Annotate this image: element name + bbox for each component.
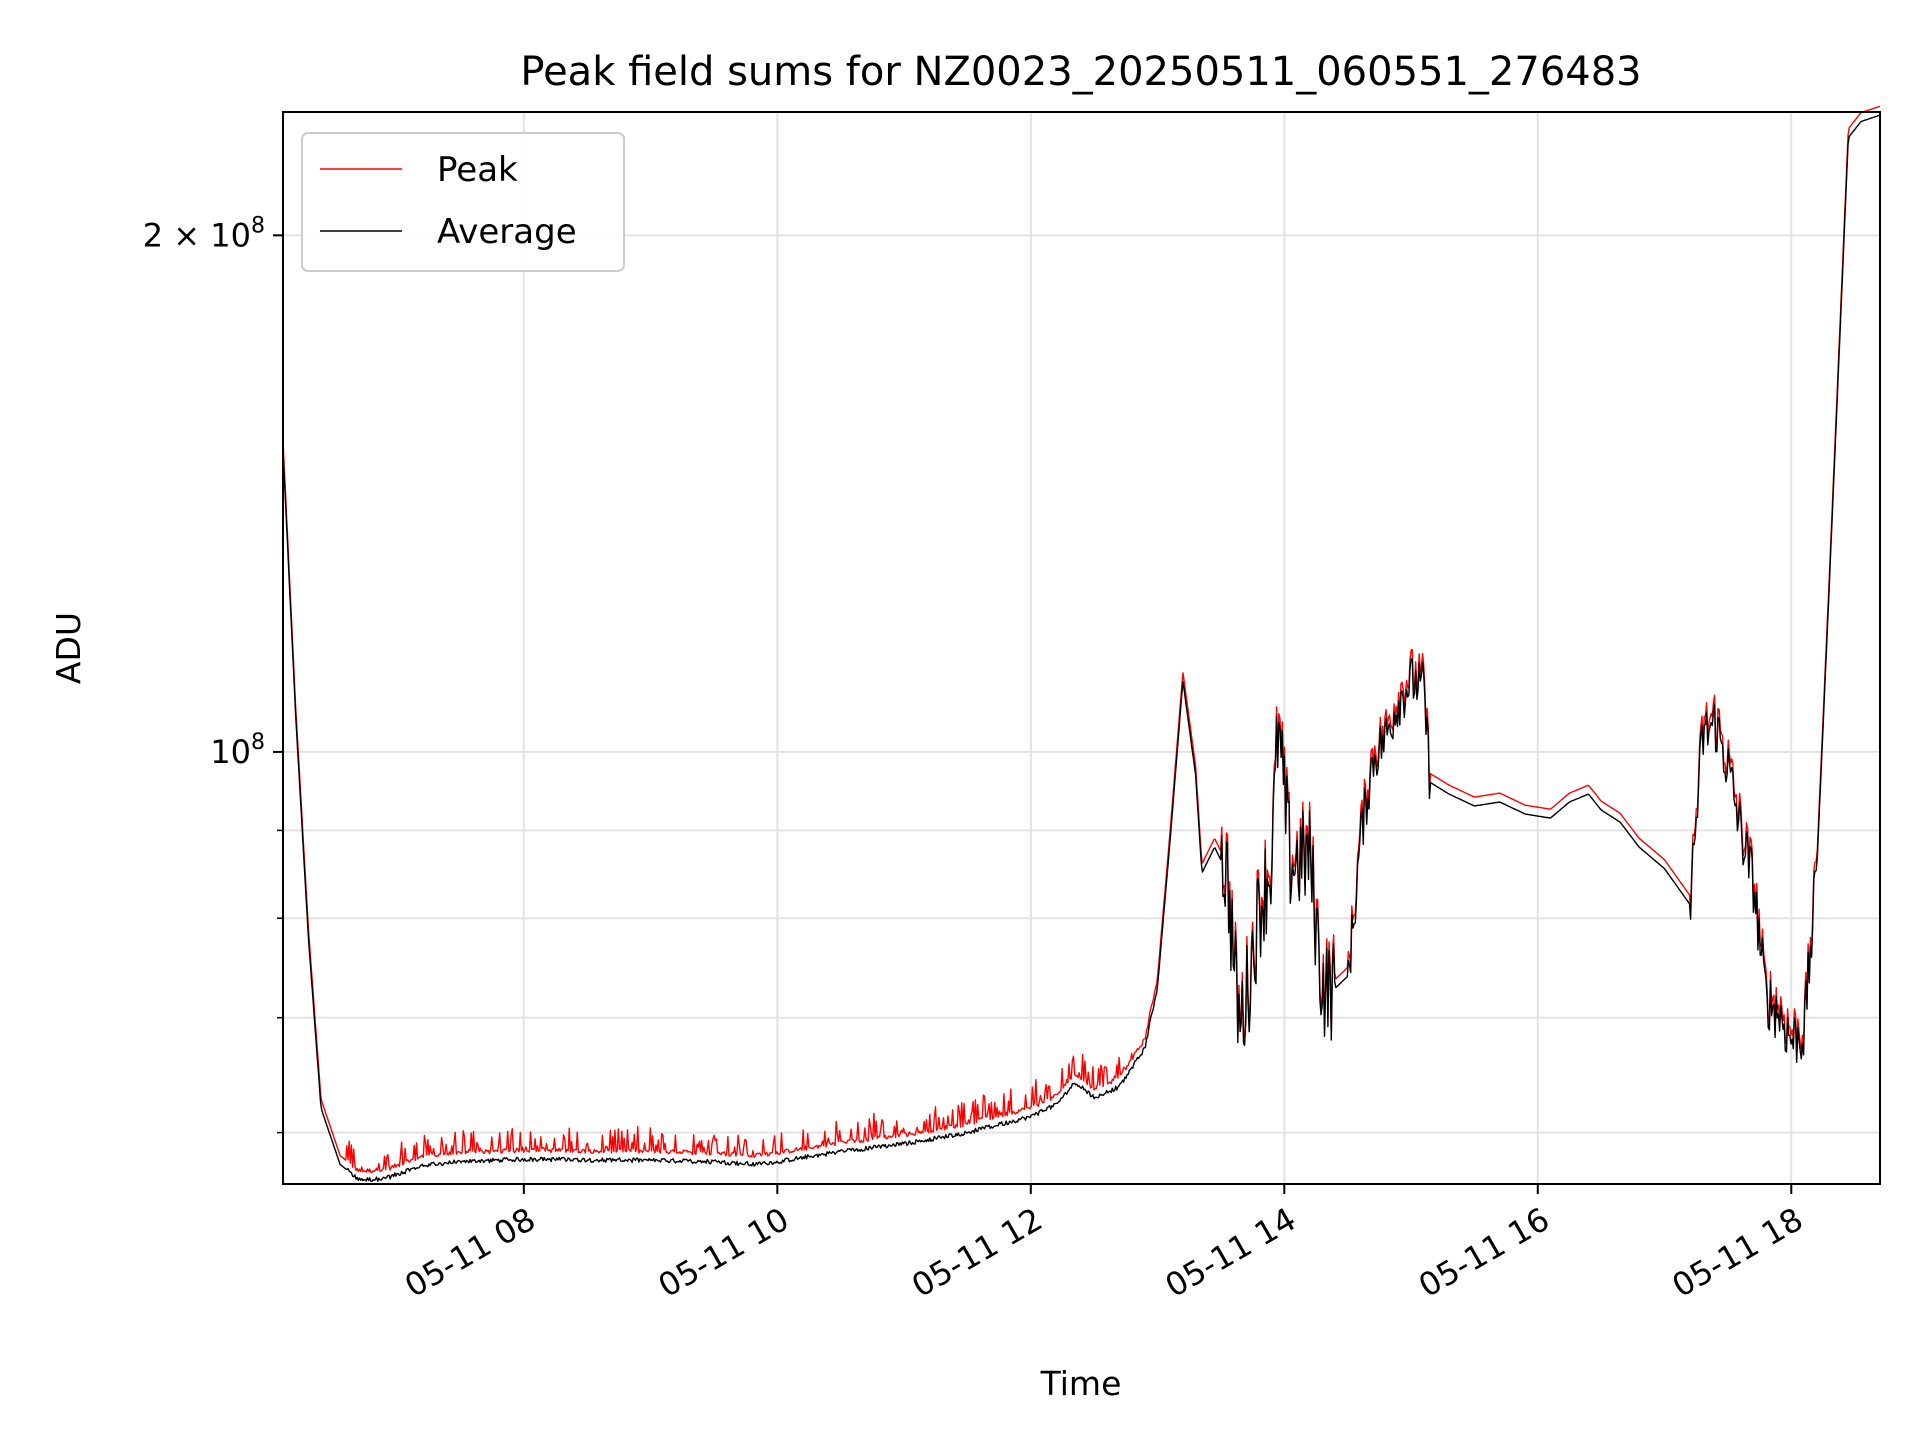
series-line-peak (282, 105, 1881, 1173)
y-axis-label: ADU (49, 612, 88, 684)
x-axis-label: Time (1040, 1364, 1122, 1403)
grid-lines (283, 112, 1880, 1184)
chart-title: Peak field sums for NZ0023_20250511_0605… (520, 49, 1641, 95)
plot-series (282, 105, 1881, 1182)
legend-label-average: Average (437, 212, 577, 252)
series-line-average (282, 114, 1881, 1182)
legend-box (301, 132, 625, 272)
y-tick-label: 2 × 108 (143, 213, 265, 254)
plot-frame (282, 111, 1881, 1185)
legend: Peak Average (301, 132, 625, 272)
y-tick-label: 108 (210, 730, 265, 771)
legend-label-peak: Peak (437, 150, 518, 190)
